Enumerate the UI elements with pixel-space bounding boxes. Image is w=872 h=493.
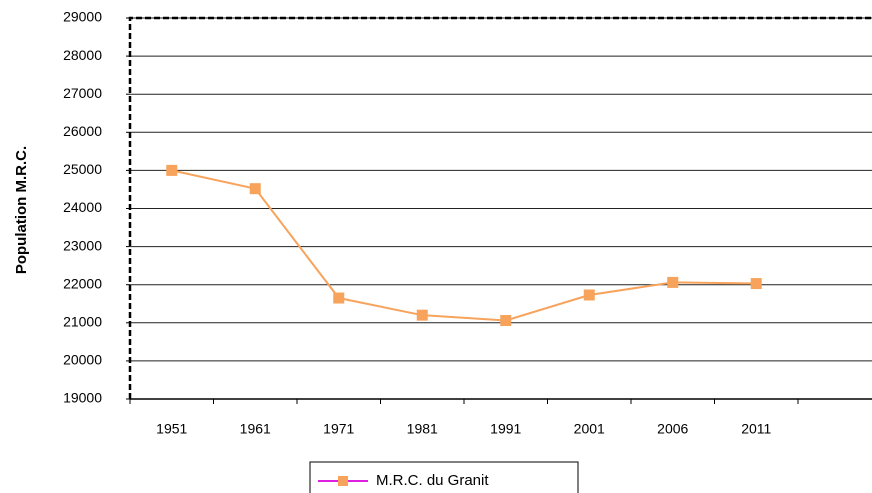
y-tick-label: 21000 xyxy=(63,314,102,330)
y-tick-label: 24000 xyxy=(63,199,102,215)
y-tick-label: 25000 xyxy=(63,161,102,177)
point-marker xyxy=(500,315,512,327)
x-tick-label: 1951 xyxy=(156,421,187,437)
x-tick-label: 1971 xyxy=(323,421,354,437)
y-tick-label: 29000 xyxy=(63,9,102,25)
point-marker xyxy=(333,292,345,304)
legend: M.R.C. du Granit xyxy=(309,461,579,493)
y-tick-label: 27000 xyxy=(63,85,102,101)
legend-label: M.R.C. du Granit xyxy=(376,472,489,489)
point-marker xyxy=(667,276,679,288)
x-tick-label: 2001 xyxy=(574,421,605,437)
point-marker xyxy=(249,183,261,195)
legend-marker xyxy=(338,476,348,486)
x-tick-label: 1961 xyxy=(240,421,271,437)
y-tick-label: 22000 xyxy=(63,275,102,291)
plot-frame xyxy=(128,16,872,399)
point-marker xyxy=(416,309,428,321)
y-axis-title: Population M.R.C. xyxy=(13,146,30,274)
x-tick-label: 2011 xyxy=(741,421,771,437)
point-marker xyxy=(166,164,178,176)
point-marker xyxy=(583,289,595,301)
legend-box xyxy=(309,461,579,493)
x-tick-label: 1991 xyxy=(490,421,521,437)
y-tick-label: 20000 xyxy=(63,352,102,368)
x-tick-label: 1981 xyxy=(407,421,438,437)
series-line xyxy=(171,169,757,322)
point-marker xyxy=(750,278,762,290)
y-tick-label: 26000 xyxy=(63,123,102,139)
y-tick-label: 28000 xyxy=(63,47,102,63)
y-tick-label: 19000 xyxy=(63,390,102,406)
x-tick-label: 2006 xyxy=(657,421,688,437)
y-tick-label: 23000 xyxy=(63,237,102,253)
